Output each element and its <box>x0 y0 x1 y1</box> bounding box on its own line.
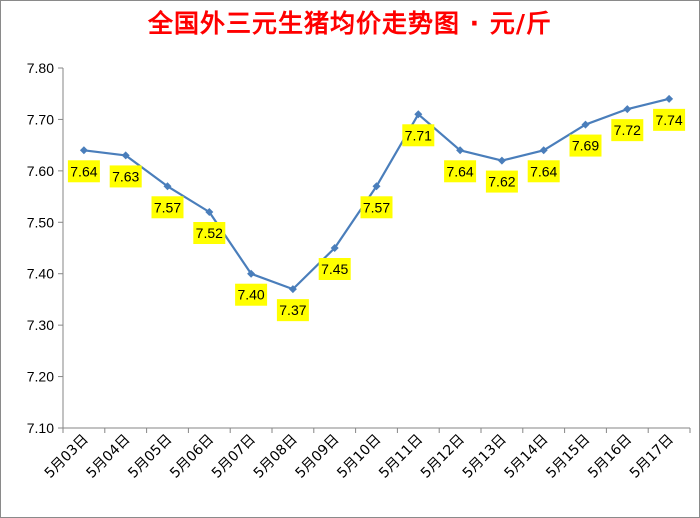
data-point-marker <box>539 146 548 155</box>
data-label-box <box>569 134 602 157</box>
data-label-box <box>109 165 142 188</box>
data-label: 7.62 <box>485 170 518 193</box>
data-point-marker <box>79 146 88 155</box>
data-label-box <box>276 299 309 322</box>
data-label: 7.40 <box>235 283 268 306</box>
data-label: 7.45 <box>318 258 351 280</box>
data-label-box <box>402 124 435 147</box>
data-labels-group: 7.64 7.63 7.57 7.52 7.40 7.37 7.45 7.57 7.71 7.64… <box>67 108 686 322</box>
x-tick-label: 5月05日 <box>125 432 175 482</box>
data-label-box <box>193 222 226 244</box>
data-label: 7.64 <box>527 160 560 183</box>
x-tick-label: 5月04日 <box>84 432 134 482</box>
data-label-text: 7.57 <box>154 199 181 215</box>
x-tick-label: 5月07日 <box>209 432 259 482</box>
data-label: 7.64 <box>67 160 100 183</box>
data-label: 7.64 <box>444 160 477 183</box>
data-point-marker <box>205 208 214 216</box>
data-point-marker <box>456 146 465 155</box>
data-label-box <box>151 196 184 219</box>
x-tick-label: 5月03日 <box>42 432 92 482</box>
data-label-text: 7.37 <box>279 302 306 318</box>
x-tick-label: 5月10日 <box>334 432 384 482</box>
y-tick-label: 7.70 <box>27 111 54 127</box>
y-tick-label: 7.60 <box>27 163 54 179</box>
y-tick-label: 7.10 <box>27 420 54 436</box>
series-line <box>83 97 670 291</box>
y-tick-label: 7.30 <box>27 317 54 333</box>
data-label: 7.52 <box>193 222 226 244</box>
data-label-box <box>67 160 100 183</box>
data-label-text: 7.52 <box>196 225 223 241</box>
data-label-text: 7.64 <box>530 163 557 179</box>
x-tick-label: 5月11日 <box>376 432 426 482</box>
x-tick-label: 5月15日 <box>543 432 593 482</box>
data-point-marker <box>497 156 506 165</box>
y-tick-label: 7.50 <box>27 214 54 230</box>
x-tick-label: 5月17日 <box>627 432 677 482</box>
data-label-box <box>318 258 351 280</box>
data-point-marker <box>247 269 256 278</box>
data-label-text: 7.74 <box>655 112 682 128</box>
data-label-box <box>235 283 268 306</box>
data-point-marker <box>372 182 381 191</box>
data-label: 7.57 <box>360 196 393 219</box>
x-tick-label: 5月06日 <box>167 432 217 482</box>
y-tick-label: 7.40 <box>27 266 54 282</box>
data-label: 7.63 <box>109 165 142 188</box>
data-label: 7.72 <box>611 119 644 142</box>
data-label-box <box>527 160 560 183</box>
data-label-text: 7.62 <box>488 174 515 190</box>
data-label: 7.37 <box>276 299 309 322</box>
data-point-marker <box>288 285 297 294</box>
x-tick-label: 5月14日 <box>502 432 552 482</box>
data-label-box <box>444 160 477 183</box>
data-label-box <box>653 108 686 131</box>
data-label: 7.74 <box>653 108 686 131</box>
data-point-marker <box>581 120 590 129</box>
x-tick-label: 5月12日 <box>418 432 468 482</box>
data-label-text: 7.64 <box>446 163 473 179</box>
x-tick-label: 5月08日 <box>251 432 301 482</box>
data-label-box <box>485 170 518 193</box>
data-point-marker <box>623 105 632 114</box>
data-point-marker <box>163 182 172 191</box>
chart-title: 全国外三元生猪均价走势图 · 元/斤 <box>147 9 553 38</box>
data-label-text: 7.71 <box>405 127 432 143</box>
y-tick-label: 7.20 <box>27 369 54 385</box>
data-label-text: 7.40 <box>237 287 264 303</box>
data-point-marker <box>330 244 339 252</box>
data-point-marker <box>121 151 130 160</box>
data-label-text: 7.72 <box>614 122 641 138</box>
data-label-text: 7.69 <box>572 138 599 154</box>
data-label-text: 7.63 <box>112 168 139 184</box>
data-label-text: 7.45 <box>321 261 348 277</box>
x-tick-label: 5月09日 <box>293 432 343 482</box>
x-tick-label: 5月13日 <box>460 432 510 482</box>
data-label-text: 7.57 <box>363 199 390 215</box>
data-label-text: 7.64 <box>70 163 97 179</box>
data-label: 7.57 <box>151 196 184 219</box>
data-label: 7.71 <box>402 124 435 147</box>
y-tick-label: 7.80 <box>27 60 54 76</box>
x-tick-label: 5月16日 <box>585 432 635 482</box>
data-point-marker <box>414 110 423 119</box>
data-label-box <box>360 196 393 219</box>
data-point-marker <box>665 94 674 103</box>
series-group <box>79 94 674 294</box>
data-label-box <box>611 119 644 142</box>
data-label: 7.69 <box>569 134 602 157</box>
